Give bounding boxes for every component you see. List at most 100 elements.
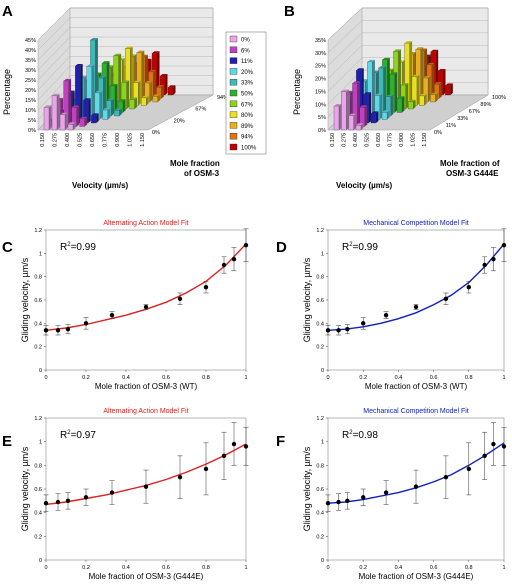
histogram-bar-side	[383, 66, 387, 116]
histogram-bar-top	[359, 105, 368, 108]
panel-a-zlabel-line1: Mole fraction	[170, 159, 220, 168]
panel-f-scatter: F Mechanical Competition Model Fit 0 0.2 0.4…	[276, 408, 507, 581]
legend-swatch	[229, 46, 238, 53]
histogram-bar-top	[445, 83, 453, 86]
panel-d-ytick-label: 0.2	[316, 345, 324, 351]
panel-f-data-point	[482, 453, 487, 459]
panel-c-plot-area	[45, 229, 247, 371]
legend-swatch	[229, 143, 238, 151]
legend-swatch	[229, 132, 238, 140]
histogram-bar-top	[91, 113, 99, 116]
panel-e-xlabel: Mole fraction of OSM-3 (G444E)	[89, 572, 204, 581]
panel-c-data-point	[231, 256, 237, 262]
histogram-bar-top	[397, 96, 405, 99]
panel-b-xtick: 1.025	[411, 133, 417, 147]
histogram-bar-top	[374, 93, 383, 96]
panel-d-xtick-label: 1	[502, 375, 505, 381]
panel-a-ztick: 94%	[217, 95, 228, 101]
panel-a-ylabel: Percentage	[2, 69, 12, 115]
histogram-bar-side	[394, 72, 398, 113]
panel-d-label: D	[276, 239, 287, 256]
panel-e-xtick-label: 0.8	[202, 565, 210, 571]
panel-d-xtick-label: 0.2	[359, 375, 367, 381]
panel-b-xtick: 1.150	[422, 133, 428, 147]
panel-b-ytick: 15%	[315, 89, 326, 95]
histogram-bar	[67, 124, 74, 131]
panel-d-ylabel: Gliding velocity, µm/s	[302, 257, 312, 342]
panel-f-ytick-label: 1.2	[316, 416, 324, 422]
panel-c-xlabel: Mole fraction of OSM-3 (WT)	[95, 382, 198, 391]
histogram-bar-side	[99, 90, 103, 120]
histogram-bar	[91, 115, 97, 124]
histogram-bar-side	[424, 93, 427, 106]
panel-b-ztick: 0%	[434, 130, 442, 136]
panel-c-xtick-label: 0	[44, 375, 47, 381]
panel-e-ylabel: Gliding velocity, µm/s	[20, 446, 30, 531]
panel-f-data-point	[383, 490, 389, 495]
panel-a-ytick: 25%	[25, 78, 36, 84]
panel-e-data-point	[109, 490, 115, 495]
histogram-bar-side	[49, 105, 52, 130]
panel-f-data-point	[345, 498, 350, 504]
histogram-bar-side	[126, 80, 130, 109]
histogram-bar-top	[348, 113, 357, 116]
panel-f-ytick-label: 0.6	[316, 487, 324, 493]
legend-swatch	[229, 100, 238, 108]
panel-a-ytick: 20%	[25, 88, 36, 94]
panel-b-ylabel: Percentage	[292, 69, 302, 115]
histogram-bar-top	[129, 97, 138, 100]
panel-c-data-point	[177, 296, 183, 302]
panel-c-xtick-label: 0.8	[202, 375, 210, 381]
histogram-bar-top	[415, 47, 424, 50]
histogram-bar-side	[141, 50, 145, 102]
panel-d-fit-curve	[327, 243, 505, 331]
panel-d-ytick-label: 0.4	[316, 321, 324, 327]
histogram-bar-top	[63, 78, 72, 81]
histogram-bar-top	[79, 116, 88, 119]
panel-b-zlabel-line1: Mole fraction of	[440, 159, 500, 168]
panel-d-scatter: D Mechanical Competition Model Fit 0 0.2 0.4…	[276, 220, 507, 391]
histogram-bar	[51, 95, 58, 131]
panel-e-xtick-label: 0.4	[122, 565, 130, 571]
histogram-bar	[445, 85, 451, 96]
histogram-bar-top	[352, 81, 360, 84]
panel-a-ytick: 40%	[25, 48, 36, 54]
panel-d-data-point	[345, 326, 350, 332]
histogram-bar-top	[419, 93, 427, 96]
panel-e-ytick-label: 1	[39, 440, 42, 446]
panel-e-data-point	[83, 495, 89, 500]
panel-a-ytick: 15%	[25, 98, 36, 104]
histogram-bar-top	[334, 104, 342, 106]
panel-a-ytick: 45%	[25, 38, 36, 44]
panel-b-ytick: 0%	[318, 128, 326, 134]
histogram-bar-side	[357, 81, 360, 127]
histogram-bar-side	[409, 41, 413, 106]
panel-b-ztick: 89%	[480, 102, 491, 108]
panel-e-xtick-label: 0.2	[82, 565, 90, 571]
panel-c-ylabel: Gliding velocity, µm/s	[20, 257, 30, 342]
histogram-bar-side	[118, 53, 122, 109]
panel-e-data-point	[65, 498, 71, 504]
histogram-bar-side	[361, 123, 364, 130]
panel-c-ytick-label: 0.4	[34, 321, 42, 327]
panel-f-ytick-label: 0.8	[316, 463, 324, 469]
panel-d-xtick-label: 0.8	[465, 375, 473, 381]
histogram-bar-top	[430, 92, 438, 95]
histogram-bar	[114, 110, 120, 117]
histogram-bar	[59, 114, 66, 131]
histogram-bar	[430, 94, 436, 103]
panel-a-grid-side	[37, 65, 71, 101]
histogram-bar-side	[443, 69, 446, 95]
histogram-bar-side	[130, 46, 133, 106]
panel-f-xtick-label: 0.2	[359, 565, 367, 571]
histogram-bar-side	[431, 62, 435, 99]
panel-c-xtick-label: 1	[244, 375, 247, 381]
legend-label: 33%	[241, 81, 254, 87]
panel-d-xtick-label: 0	[326, 375, 329, 381]
panel-c-xtick-label: 0.4	[122, 375, 130, 381]
histogram-bar-top	[141, 95, 149, 98]
panel-f-xtick-label: 1	[502, 565, 505, 571]
histogram-bar-side	[368, 92, 372, 123]
panel-e-data-point	[177, 474, 183, 480]
legend-swatch	[229, 78, 238, 86]
